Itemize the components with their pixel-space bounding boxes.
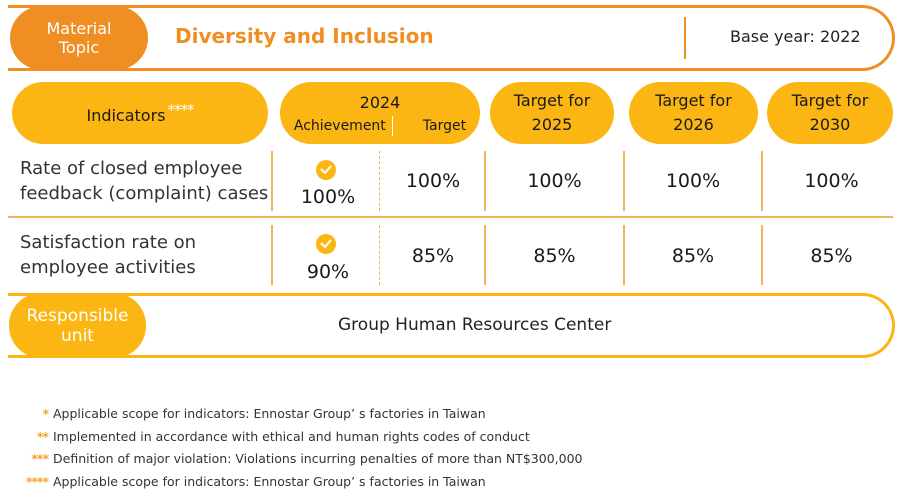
footnotes: * Applicable scope for indicators: Ennost… bbox=[0, 403, 583, 493]
material-topic-bar bbox=[8, 5, 895, 71]
column-divider bbox=[623, 151, 625, 211]
base-year: Base year: 2022 bbox=[730, 27, 861, 46]
responsible-unit-label-line2: unit bbox=[61, 325, 94, 346]
column-header-indicators: Indicators **** bbox=[12, 82, 268, 144]
footnote: ** Implemented in accordance with ethical… bbox=[0, 426, 583, 449]
target-2030-value: 100% bbox=[804, 170, 859, 192]
year-label: 2024 bbox=[359, 92, 401, 112]
footnote-marker: * bbox=[42, 406, 49, 421]
column-divider-dashed bbox=[379, 225, 380, 285]
indicators-footnote-marker: **** bbox=[167, 101, 195, 119]
target-2030-line1: Target for bbox=[791, 91, 869, 110]
header-divider bbox=[684, 17, 686, 59]
footnote: *** Definition of major violation: Violat… bbox=[0, 448, 583, 471]
row-divider bbox=[8, 216, 893, 218]
target-label: Target bbox=[422, 117, 467, 134]
achievement-value: 90% bbox=[306, 261, 350, 283]
responsible-unit-label: Responsible unit bbox=[9, 293, 146, 358]
column-divider bbox=[484, 151, 486, 211]
target-2026-value: 85% bbox=[671, 245, 715, 267]
indicator-name-line2: feedback (complaint) cases bbox=[20, 183, 269, 204]
column-divider bbox=[761, 225, 763, 285]
indicator-name: Rate of closed employee feedback (compla… bbox=[20, 156, 268, 206]
material-topic-label: Material Topic bbox=[10, 6, 148, 70]
column-header-2024: 2024 Achievement Target bbox=[280, 82, 480, 144]
target-2025-line1: Target for bbox=[513, 91, 591, 110]
footnote-marker: **** bbox=[25, 473, 49, 489]
footnote-text: Implemented in accordance with ethical a… bbox=[53, 428, 530, 444]
footnote: * Applicable scope for indicators: Ennost… bbox=[0, 403, 583, 426]
responsible-unit-bar bbox=[8, 293, 895, 358]
material-topic-label-line1: Material bbox=[46, 19, 112, 38]
column-header-target-2026: Target for 2026 bbox=[629, 82, 758, 144]
footnote-text: Applicable scope for indicators: Ennosta… bbox=[53, 473, 486, 489]
column-divider bbox=[271, 151, 273, 211]
target-2026-line2: 2026 bbox=[673, 115, 714, 134]
target-2025-line2: 2025 bbox=[531, 115, 573, 134]
indicator-name-line1: Rate of closed employee bbox=[20, 158, 243, 179]
footnote-marker: ** bbox=[36, 428, 49, 444]
check-circle-icon bbox=[316, 234, 336, 254]
column-header-target-2025: Target for 2025 bbox=[490, 82, 614, 144]
target-2024-value: 85% bbox=[411, 245, 455, 267]
target-2026-value: 100% bbox=[665, 170, 721, 192]
target-2024-value: 100% bbox=[405, 170, 461, 192]
footnote: **** Applicable scope for indicators: Enn… bbox=[0, 471, 583, 494]
column-divider bbox=[623, 225, 625, 285]
indicators-label: Indicators bbox=[86, 106, 166, 125]
target-2025-value: 85% bbox=[533, 245, 576, 267]
target-2026-line1: Target for bbox=[655, 91, 732, 110]
target-2030-line2: 2030 bbox=[809, 115, 851, 134]
column-divider-dashed bbox=[379, 151, 380, 211]
footnote-text: Definition of major violation: Violation… bbox=[53, 451, 583, 466]
target-2030-value: 85% bbox=[810, 245, 853, 267]
indicator-name: Satisfaction rate on employee activities bbox=[20, 230, 196, 280]
topic-title: Diversity and Inclusion bbox=[175, 24, 434, 48]
responsible-unit-value: Group Human Resources Center bbox=[338, 315, 612, 335]
footnote-marker: *** bbox=[31, 451, 49, 466]
achievement-value: 100% bbox=[300, 186, 356, 208]
indicator-name-line2: employee activities bbox=[20, 257, 196, 278]
column-header-target-2030: Target for 2030 bbox=[767, 82, 893, 144]
material-topic-label-line2: Topic bbox=[58, 38, 100, 57]
responsible-unit-label-line1: Responsible bbox=[26, 305, 129, 326]
indicator-name-line1: Satisfaction rate on bbox=[20, 232, 197, 253]
column-divider bbox=[761, 151, 763, 211]
check-circle-icon bbox=[316, 160, 336, 180]
achievement-label: Achievement bbox=[294, 115, 393, 136]
target-2025-value: 100% bbox=[527, 170, 582, 192]
column-divider bbox=[271, 225, 273, 285]
column-divider bbox=[484, 225, 486, 285]
footnote-text: Applicable scope for indicators: Ennosta… bbox=[53, 406, 486, 421]
